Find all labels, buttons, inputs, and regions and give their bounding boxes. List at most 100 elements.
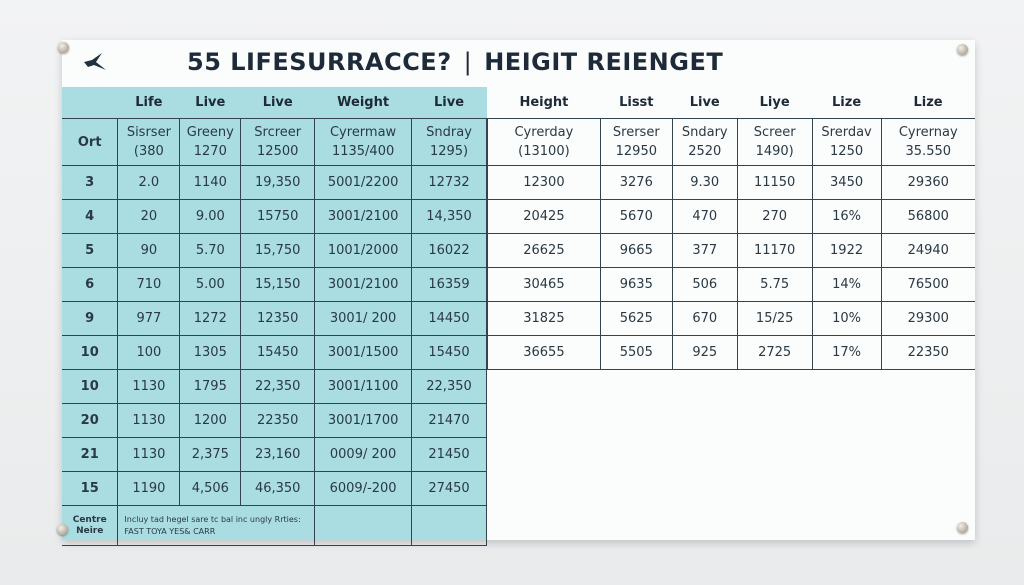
- table-cell: 16022: [411, 233, 487, 268]
- table-row: 30465 9635 506 5.75 14% 76500: [487, 267, 975, 302]
- footer-cell: [314, 505, 413, 546]
- table-cell: 9: [62, 301, 119, 336]
- table-cell: 710: [117, 267, 181, 302]
- subheader-cell: Srerdav 1250: [811, 118, 882, 166]
- column-header: [62, 87, 118, 119]
- footer-note-line: FAST TOYA YES& CARR: [124, 526, 216, 536]
- table-cell: 12732: [411, 165, 487, 200]
- table-cell: 11150: [736, 165, 813, 200]
- subheader-line: Cyrermaw: [329, 125, 397, 140]
- table-cell: 6009/-200: [314, 471, 413, 506]
- title-separator: |: [463, 48, 473, 76]
- table-cell: 15,750: [240, 233, 316, 268]
- table-cell: 20: [62, 403, 119, 438]
- subheader-line: 12500: [257, 144, 299, 159]
- table-cell: 31825: [487, 301, 601, 336]
- table-cell: 11170: [736, 233, 813, 268]
- subheader-cell: Srerser 12950: [599, 118, 673, 166]
- column-header: Live: [411, 87, 487, 119]
- subheader-line: Sndary: [681, 125, 728, 140]
- subheader-line: 1295): [429, 144, 469, 159]
- subheader-cell: Sndray 1295): [411, 118, 487, 166]
- table-cell: 12350: [240, 301, 316, 336]
- table-cell: 5505: [599, 335, 673, 370]
- table-cell: 17%: [811, 335, 882, 370]
- subheader-cell: Sisrser (380: [117, 118, 181, 166]
- table-cell: 21470: [411, 403, 487, 438]
- table-cell: 9635: [599, 267, 673, 302]
- subheader-line: 1490): [755, 144, 794, 159]
- subheader-line: 35.550: [905, 144, 952, 159]
- table-cell: 10: [62, 335, 119, 370]
- title-right: HEIGIT REIENGET: [484, 48, 724, 76]
- table-cell: 6: [62, 267, 119, 302]
- table-cell: 5670: [599, 199, 673, 234]
- table-cell: 21450: [411, 437, 487, 472]
- table-cell: 3: [62, 165, 119, 200]
- table-cell: 5.75: [736, 267, 813, 302]
- column-header: Live: [240, 87, 315, 119]
- subheader-line: 12950: [615, 144, 657, 159]
- right-table: Height Lisst Live Liye Lize Lize Cyrerday (1310…: [487, 87, 975, 370]
- table-row: 10 1130 1795 22,350 3001/1100 22,350: [62, 369, 487, 404]
- subheader-line: (380: [133, 144, 164, 159]
- table-cell: 5.70: [179, 233, 242, 268]
- subheader-line: Cyrernay: [898, 125, 958, 140]
- subheader-line: Srcreer: [254, 125, 302, 140]
- table-row: 10 100 1305 15450 3001/1500 15450: [62, 335, 487, 370]
- table-cell: 1200: [179, 403, 242, 438]
- table-row: 12300 3276 9.30 11150 3450 29360: [487, 165, 975, 200]
- table-row: 4 20 9.00 15750 3001/2100 14,350: [62, 199, 487, 234]
- table-cell: 2,375: [179, 437, 242, 472]
- table-cell: 15750: [240, 199, 316, 234]
- subheader-cell: Srcreer 12500: [240, 118, 316, 166]
- table-cell: 15,150: [240, 267, 316, 302]
- table-cell: 1130: [117, 437, 181, 472]
- table-cell: 14450: [411, 301, 487, 336]
- table-cell: 23,160: [240, 437, 316, 472]
- table-cell: 15450: [240, 335, 316, 370]
- column-header: Liye: [737, 87, 813, 119]
- table-cell: 5: [62, 233, 119, 268]
- table-cell: 9.00: [179, 199, 242, 234]
- footer-note: Incluy tad hegel sare tc bal inc ungly R…: [117, 505, 316, 546]
- subheader-line: Srerdav: [821, 125, 872, 140]
- footer-note-line: Incluy tad hegel sare tc bal inc ungly R…: [124, 514, 301, 524]
- table-cell: 3001/ 200: [314, 301, 413, 336]
- table-row: 21 1130 2,375 23,160 0009/ 200 21450: [62, 437, 487, 472]
- table-cell: 15/25: [736, 301, 813, 336]
- table-cell: 16%: [811, 199, 882, 234]
- column-header: Height: [487, 87, 601, 119]
- table-cell: 2725: [736, 335, 813, 370]
- table-cell: 30465: [487, 267, 601, 302]
- table-cell: 1140: [179, 165, 242, 200]
- table-cell: 9.30: [671, 165, 738, 200]
- subheader-line: Cyrerday: [514, 125, 574, 140]
- table-cell: 15: [62, 471, 119, 506]
- subheader-line: 1250: [830, 144, 864, 159]
- table-cell: 22350: [880, 335, 975, 370]
- table-cell: 20: [117, 199, 181, 234]
- subheader-line: Greeny: [186, 125, 234, 140]
- footer-row: Centre Neire Incluy tad hegel sare tc bal …: [62, 505, 487, 546]
- subheader-line: Sisrser: [126, 125, 171, 140]
- sign-board: 55 LIFESURRACCE? | HEIGIT REIENGET Life Liv…: [57, 40, 975, 546]
- header-row: Life Live Live Weight Live: [62, 87, 487, 119]
- pin: [58, 42, 69, 53]
- footer-label: Centre Neire: [62, 505, 119, 546]
- table-cell: 90: [117, 233, 181, 268]
- table-cell: 12300: [487, 165, 601, 200]
- subheader-line: Screer: [753, 125, 796, 140]
- table-cell: 377: [671, 233, 738, 268]
- subheader-line: Sndray: [426, 125, 472, 140]
- table-cell: 3001/2100: [314, 267, 413, 302]
- subheader-cell: Cyrerday (13100): [487, 118, 601, 166]
- table-cell: 5001/2200: [314, 165, 413, 200]
- table-cell: 5.00: [179, 267, 242, 302]
- column-header: Lize: [812, 87, 882, 119]
- table-cell: 1130: [117, 403, 181, 438]
- column-header: Live: [672, 87, 738, 119]
- subheader-row: Ort Sisrser (380 Greeny 1270 Srcreer 12500 Cyre…: [62, 118, 487, 166]
- table-cell: 5625: [599, 301, 673, 336]
- table-cell: 22350: [240, 403, 316, 438]
